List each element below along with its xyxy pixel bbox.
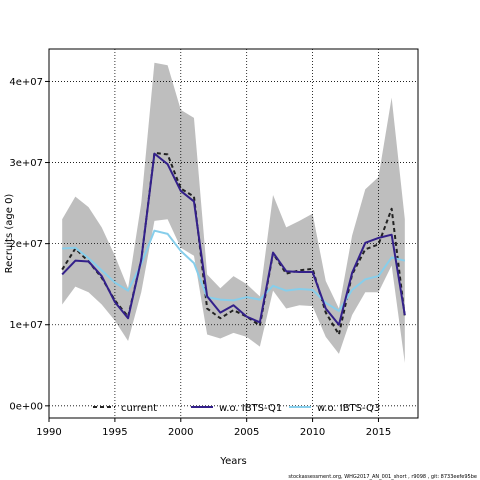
x-tick-label: 1990 [36, 427, 61, 438]
confidence-band [62, 62, 405, 363]
legend-label-2: w.o. IBTS-Q1 [219, 403, 282, 414]
series-line-3 [62, 229, 406, 312]
y-axis: 0e+00 1e+07 2e+07 3e+07 4e+07 [9, 77, 49, 412]
y-tick-label: 2e+07 [9, 239, 43, 250]
x-tick-label: 2005 [234, 427, 259, 438]
legend-label-3: w.o. IBTS-Q3 [317, 403, 380, 414]
confidence-band-layer [62, 62, 405, 363]
legend: current w.o. IBTS-Q1 w.o. IBTS-Q3 [93, 403, 380, 414]
y-tick-label: 0e+00 [9, 401, 43, 412]
x-tick-label: 2015 [366, 427, 391, 438]
y-tick-label: 1e+07 [9, 320, 43, 331]
y-tick-label: 3e+07 [9, 158, 43, 169]
y-tick-label: 4e+07 [9, 77, 43, 88]
x-axis-title: Years [219, 456, 246, 467]
y-axis-title: Recruits (age 0) [4, 194, 15, 274]
plot-frame [48, 48, 419, 419]
x-tick-label: 2000 [168, 427, 193, 438]
x-tick-label: 1995 [102, 427, 127, 438]
x-tick-label: 2010 [300, 427, 325, 438]
x-axis: 1990 1995 2000 2005 2010 2015 [36, 418, 391, 438]
series-line-2 [61, 152, 406, 326]
legend-label-1: current [121, 403, 157, 414]
series-layer [61, 151, 406, 336]
footer-note: stockassessment.org, WHG2017_AN_001_shor… [288, 474, 477, 480]
